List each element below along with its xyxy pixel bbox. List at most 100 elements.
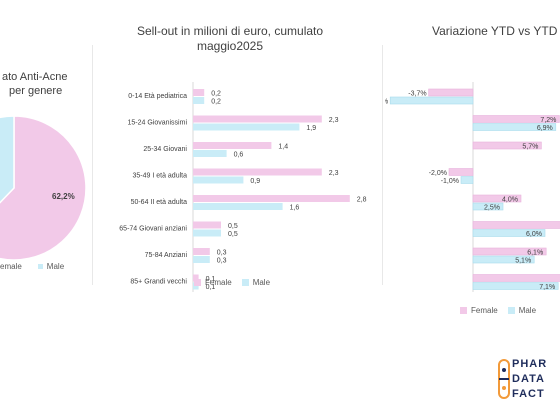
bar-male-data-label: 0,3 xyxy=(217,258,227,265)
var-male-data-label: 6,0% xyxy=(526,231,542,238)
var-bar-female xyxy=(472,247,547,256)
sellout-bar-chart: 0-14 Età pediatrica 0,20,2 15-24 Giovaniss… xyxy=(119,82,367,292)
var-title: Variazione YTD vs YTD xyxy=(432,24,558,38)
var-legend-male-label: Male xyxy=(518,306,537,315)
var-male-data-label: -1,0% xyxy=(441,178,459,185)
bar-female-data-label: 0,5 xyxy=(228,223,238,230)
bar-male-data-label: 0,9 xyxy=(250,178,260,185)
bar-category-label: 50-64 II età adulta xyxy=(131,199,188,206)
bar-female xyxy=(193,274,199,282)
bar-male xyxy=(193,282,199,290)
var-bar-female xyxy=(448,168,474,176)
bar-female xyxy=(193,195,350,202)
pie-slice-female xyxy=(0,115,87,261)
var-female-data-label: -3,7% xyxy=(408,91,426,98)
var-male-data-label: 6,9% xyxy=(537,125,553,132)
var-bar-female xyxy=(472,221,560,229)
pie-slice-male xyxy=(0,115,15,204)
bar-category-label: 35-49 I età adulta xyxy=(133,173,188,180)
pie-chart: 62,2% xyxy=(0,115,87,261)
var-legend-female-label: Female xyxy=(471,306,498,315)
var-bar-female xyxy=(472,274,560,282)
var-female-data-label: 4,0% xyxy=(502,197,518,204)
bar-category-label: 65-74 Giovani anziani xyxy=(119,226,187,233)
bar-category-label: 85+ Grandi vecchi xyxy=(130,279,187,286)
var-female-data-label: 7,2% xyxy=(540,117,556,124)
var-bar-male xyxy=(472,123,557,131)
bar-female xyxy=(193,221,221,229)
bar-female xyxy=(193,115,322,123)
logo-line-1: PHAR xyxy=(512,358,548,370)
logo-pill-icon xyxy=(498,359,510,399)
var-legend-male-swatch xyxy=(507,307,515,314)
var-female-data-label: -2,0% xyxy=(429,170,447,177)
var-bar-male xyxy=(472,282,559,290)
pie-legend: emale Male xyxy=(0,262,64,271)
bar-female-data-label: 0,1 xyxy=(206,276,216,283)
var-male-data-label: 7,1% xyxy=(539,284,555,291)
bar-legend: Female Male xyxy=(194,278,270,287)
var-male-data-label: 5,1% xyxy=(515,258,531,265)
bar-male xyxy=(193,256,210,263)
bar-male-data-label: 1,6 xyxy=(290,205,300,212)
bar-category-label: 0-14 Età pediatrica xyxy=(128,93,187,100)
bar-male-data-label: 1,9 xyxy=(306,125,316,132)
bar-category-label: 25-34 Giovani xyxy=(143,146,187,153)
logo-line-2: DATA xyxy=(512,373,545,385)
bar-male xyxy=(193,229,221,237)
bar-male xyxy=(193,97,205,104)
bar-male-data-label: 0,1 xyxy=(206,284,216,291)
bar-title-line-2: maggio2025 xyxy=(196,39,264,53)
bar-male-data-label: 0,2 xyxy=(211,99,221,106)
bar-male xyxy=(193,123,300,131)
var-female-data-label: 5,7% xyxy=(522,144,538,151)
bar-category-label: 75-84 Anziani xyxy=(145,252,188,259)
bar-male-data-label: 0,5 xyxy=(228,231,238,238)
pie-title-line-1: ato Anti-Acne xyxy=(2,71,68,83)
bar-female-data-label: 2,3 xyxy=(329,170,339,177)
var-male-data-label: 2,5% xyxy=(484,205,500,212)
pie-label-female: 62,2% xyxy=(52,192,75,201)
panel-divider-left xyxy=(92,45,93,285)
bar-title-line-1: Sell-out in milioni di euro, cumulato xyxy=(136,24,324,38)
var-bar-female xyxy=(472,194,522,203)
bar-category-label: 15-24 Giovanissimi xyxy=(127,120,187,127)
var-bar-male xyxy=(389,96,474,105)
logo-line-3: FACT xyxy=(512,388,545,400)
bar-male-data-label: 0,6 xyxy=(234,152,244,159)
bar-legend-female-swatch xyxy=(194,279,201,286)
var-bar-male xyxy=(472,202,504,211)
company-logo: PHAR DATA FACT xyxy=(496,356,560,402)
var-bar-female xyxy=(428,88,474,97)
var-bar-male xyxy=(472,229,546,237)
pie-legend-male-label: Male xyxy=(46,262,65,271)
pie-title: ato Anti-Acne per genere xyxy=(2,70,67,98)
bar-male xyxy=(193,203,283,210)
var-bar-male xyxy=(460,176,474,184)
bar-female-data-label: 2,8 xyxy=(357,197,367,204)
bar-male xyxy=(193,150,227,157)
bar-title: Sell-out in milioni di euro, cumulato ma… xyxy=(110,24,350,54)
pie-legend-female-label: emale xyxy=(0,262,22,271)
variation-bar-chart: -3,7% -6,9% 7,2%6,9% 5,7% -2,0%-1,0% 4,0%2,5%… xyxy=(385,82,560,292)
bar-female-data-label: 0,3 xyxy=(217,250,227,257)
var-bar-female xyxy=(472,115,560,123)
bar-female xyxy=(193,142,272,149)
bar-legend-male-label: Male xyxy=(252,278,271,287)
var-bar-female xyxy=(472,141,542,150)
bar-female xyxy=(193,168,322,176)
var-bar-male xyxy=(472,255,535,264)
var-legend: Female Male xyxy=(460,306,536,315)
bar-legend-male-swatch xyxy=(241,279,249,286)
var-female-data-label: 6,1% xyxy=(527,250,543,257)
pie-title-line-2: per genere xyxy=(9,85,63,97)
var-male-data-label: -6,9% xyxy=(385,99,388,106)
bar-female xyxy=(193,89,205,96)
panel-divider-right xyxy=(382,45,383,285)
bar-female xyxy=(193,248,210,255)
bar-legend-female-label: Female xyxy=(205,278,232,287)
bar-male xyxy=(193,176,244,184)
pie-legend-male-swatch xyxy=(37,264,43,269)
bar-female-data-label: 2,3 xyxy=(329,117,339,124)
bar-female-data-label: 1,4 xyxy=(278,144,288,151)
